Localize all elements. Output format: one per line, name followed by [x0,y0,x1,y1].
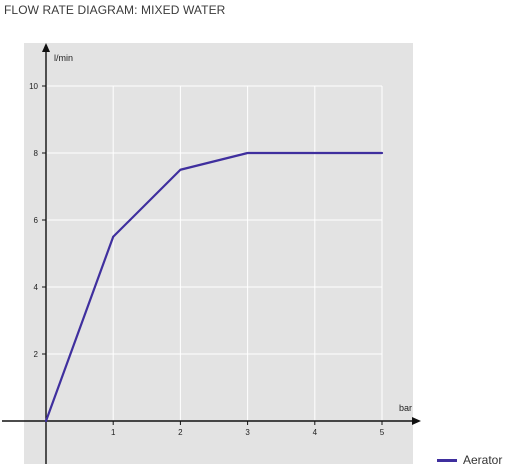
y-tick-label-2: 2 [34,350,39,359]
x-tick-label-3: 3 [245,428,250,437]
legend-label-aerator: Aerator [463,453,503,467]
chart-legend: Aerator [437,453,502,467]
tick-labels: 1 2 3 4 5 2 4 6 8 10 [29,82,385,437]
y-tick-label-6: 6 [34,216,39,225]
x-tick-label-5: 5 [380,428,385,437]
plot-background [24,43,413,464]
x-axis-label: bar [399,403,412,413]
legend-swatch-aerator [437,458,457,462]
y-axis-arrow [42,43,50,52]
x-axis-arrow [412,417,421,425]
y-tick-label-4: 4 [34,283,39,292]
y-tick-label-10: 10 [29,82,38,91]
chart-title: FLOW RATE DIAGRAM: MIXED WATER [4,3,226,17]
y-axis-label: l/min [54,53,73,63]
x-tick-label-1: 1 [111,428,116,437]
grid-lines [46,85,383,421]
x-tick-label-2: 2 [178,428,183,437]
axes [2,43,421,464]
x-tick-label-4: 4 [313,428,318,437]
series-line-aerator [44,151,384,423]
y-tick-label-8: 8 [34,149,39,158]
series-lines [44,151,384,423]
